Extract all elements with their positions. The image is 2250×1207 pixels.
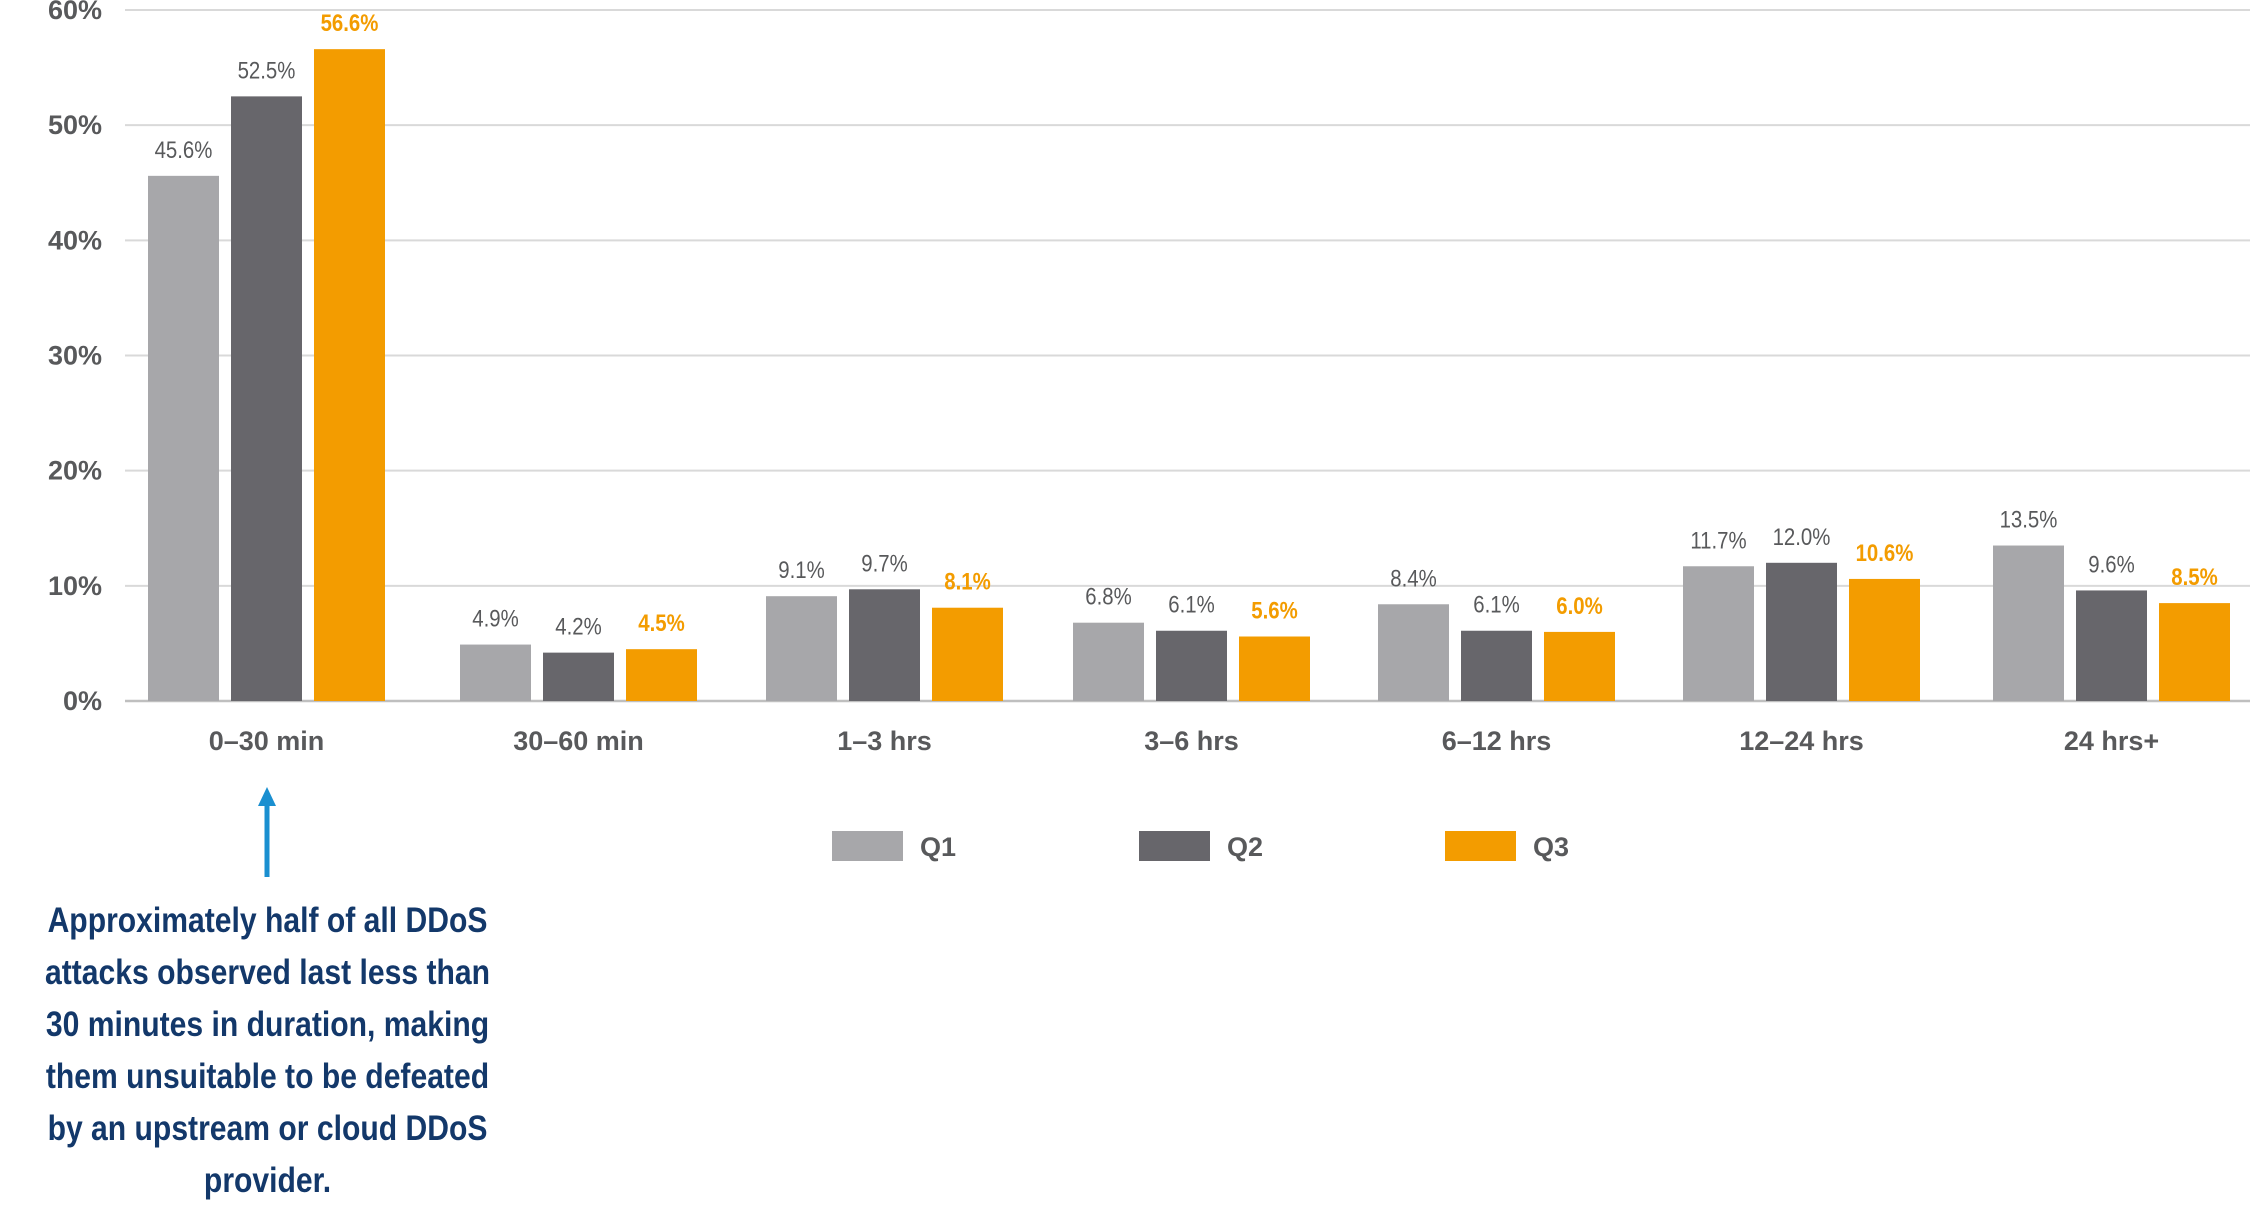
legend-label-q1: Q1 xyxy=(920,832,956,862)
data-label-q1: 9.1% xyxy=(778,557,824,584)
x-tick-label: 24 hrs+ xyxy=(2064,726,2159,756)
bar-q1 xyxy=(1683,566,1754,701)
data-label-q1: 45.6% xyxy=(155,136,213,163)
data-labels: 45.6% 4.9% 9.1% 6.8% 8.4% 11.7% 13.5% 52.5% 4.2%… xyxy=(155,10,2218,640)
data-label-q1: 13.5% xyxy=(2000,506,2058,533)
data-label-q2: 12.0% xyxy=(1773,523,1831,550)
x-tick-label: 1–3 hrs xyxy=(837,726,932,756)
y-axis-ticks: 0% 10% 20% 30% 40% 50% 60% xyxy=(48,0,102,716)
bar-q1 xyxy=(1378,604,1449,701)
bar-q3 xyxy=(626,649,697,701)
bar-q3 xyxy=(1849,578,1920,701)
y-tick-label: 20% xyxy=(48,456,102,486)
bar-q3 xyxy=(932,607,1003,701)
bar-q1 xyxy=(1993,545,2064,701)
bar-q1 xyxy=(460,644,531,701)
x-tick-label: 6–12 hrs xyxy=(1442,726,1552,756)
bars xyxy=(148,49,2230,702)
bar-q2 xyxy=(1156,630,1227,701)
legend-swatch-q3 xyxy=(1445,831,1516,861)
y-tick-label: 40% xyxy=(48,225,102,255)
data-label-q1: 11.7% xyxy=(1690,527,1746,554)
data-label-q3: 5.6% xyxy=(1251,597,1298,624)
bar-q1 xyxy=(1073,622,1144,701)
legend-label-q2: Q2 xyxy=(1227,832,1263,862)
bar-q2 xyxy=(543,652,614,701)
annotation-arrow xyxy=(258,787,276,877)
bar-q3 xyxy=(314,49,385,701)
y-tick-label: 50% xyxy=(48,110,102,140)
bar-q2 xyxy=(2076,590,2147,701)
y-tick-label: 10% xyxy=(48,571,102,601)
bar-q3 xyxy=(1544,631,1615,701)
bar-q3 xyxy=(2159,603,2230,701)
x-tick-label: 3–6 hrs xyxy=(1144,726,1239,756)
bar-q2 xyxy=(1766,562,1837,701)
data-label-q3: 4.5% xyxy=(638,610,685,637)
x-axis-ticks: 0–30 min 30–60 min 1–3 hrs 3–6 hrs 6–12 hrs 1… xyxy=(209,726,2159,756)
data-label-q2: 6.1% xyxy=(1473,591,1519,618)
legend: Q1 Q2 Q3 xyxy=(832,831,1569,862)
data-label-q3: 56.6% xyxy=(321,10,379,37)
annotation-text: Approximately half of all DDoS attacks o… xyxy=(44,901,491,1200)
x-tick-label: 0–30 min xyxy=(209,726,325,756)
bar-q2 xyxy=(231,96,302,701)
data-label-q1: 4.9% xyxy=(472,605,518,632)
data-label-q1: 6.8% xyxy=(1085,583,1131,610)
bar-q1 xyxy=(148,175,219,702)
data-label-q2: 6.1% xyxy=(1168,591,1214,618)
data-label-q2: 4.2% xyxy=(555,613,601,640)
y-tick-label: 60% xyxy=(48,0,102,25)
data-label-q3: 10.6% xyxy=(1856,539,1914,566)
y-tick-label: 30% xyxy=(48,341,102,371)
bar-q3 xyxy=(1239,636,1310,701)
legend-swatch-q2 xyxy=(1139,831,1210,861)
data-label-q2: 52.5% xyxy=(238,57,296,84)
y-tick-label: 0% xyxy=(63,686,102,716)
data-label-q1: 8.4% xyxy=(1390,565,1436,592)
legend-label-q3: Q3 xyxy=(1533,832,1569,862)
data-label-q3: 8.1% xyxy=(944,568,991,595)
arrow-head xyxy=(258,787,276,806)
data-label-q2: 9.7% xyxy=(861,550,907,577)
x-tick-label: 30–60 min xyxy=(513,726,644,756)
data-label-q3: 6.0% xyxy=(1556,592,1603,619)
data-label-q2: 9.6% xyxy=(2088,551,2134,578)
legend-swatch-q1 xyxy=(832,831,903,861)
x-tick-label: 12–24 hrs xyxy=(1739,726,1864,756)
data-label-q3: 8.5% xyxy=(2171,564,2218,591)
bar-q2 xyxy=(1461,630,1532,701)
bar-q2 xyxy=(849,589,920,701)
bar-q1 xyxy=(766,596,837,701)
